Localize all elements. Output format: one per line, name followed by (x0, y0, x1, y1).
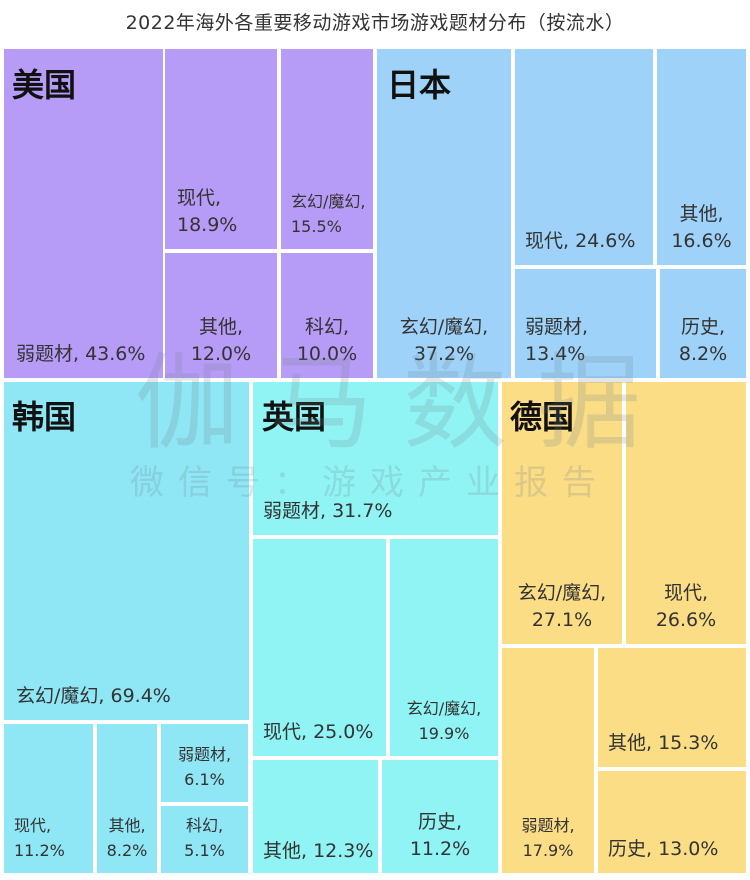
cell-label: 玄幻/魔幻, 69.4% (16, 685, 171, 707)
cell-category: 现代, (14, 816, 52, 835)
cell-category: 科幻, (185, 816, 224, 835)
cell-category: 弱题材, (521, 816, 575, 835)
country-label: 德国 (510, 398, 575, 436)
cell-label: 弱题材, 13.4% (525, 314, 588, 368)
treemap-cell: 科幻, 10.0% (279, 251, 375, 380)
treemap-cell: 现代, 26.6% (624, 380, 748, 646)
cell-label: 弱题材, 17.9% (502, 813, 594, 863)
country-label: 美国 (12, 66, 77, 104)
cell-percent: 18.9% (177, 214, 238, 236)
cell-label: 玄幻/魔幻, 19.9% (390, 696, 498, 746)
treemap-cell: 现代, 25.0% (251, 537, 388, 758)
cell-category: 其他, (108, 816, 146, 835)
cell-label: 现代, 26.6% (626, 580, 746, 634)
treemap-cell: 现代, 11.2% (2, 722, 95, 875)
cell-label: 玄幻/魔幻, 15.5% (291, 189, 365, 239)
country-label: 日本 (387, 66, 452, 104)
country-label: 韩国 (12, 398, 77, 436)
cell-category: 弱题材, (177, 745, 232, 764)
cell-percent: 11.2% (409, 838, 471, 860)
cell-percent: 10.0% (296, 343, 358, 365)
cell-category: 玄幻/魔幻, (291, 192, 366, 211)
treemap-cell: 玄幻/魔幻, 19.9% (388, 537, 500, 758)
cell-percent: 16.6% (671, 230, 732, 252)
cell-label: 科幻, 10.0% (281, 314, 373, 368)
cell-label: 科幻, 5.1% (161, 813, 248, 863)
cell-label: 现代, 18.9% (177, 185, 237, 239)
treemap-cell: 其他, 12.0% (163, 251, 279, 380)
cell-percent: 26.6% (655, 609, 717, 631)
cell-category: 科幻, (304, 316, 350, 338)
treemap-cell: 玄幻/魔幻, 15.5% (279, 47, 375, 251)
country-label: 英国 (262, 398, 327, 436)
cell-category: 历史, (417, 811, 463, 833)
treemap-cell: 历史, 8.2% (658, 267, 748, 380)
cell-label: 其他, 8.2% (97, 813, 157, 863)
treemap-cell: 其他, 15.3% (596, 646, 748, 769)
cell-label: 其他, 16.6% (657, 201, 746, 255)
cell-label: 其他, 12.3% (263, 840, 374, 862)
chart-title: 2022年海外各重要移动游戏市场游戏题材分布（按流水） (125, 12, 625, 34)
cell-percent: 13.4% (525, 343, 586, 365)
cell-label: 玄幻/魔幻, 37.2% (377, 314, 511, 368)
treemap-cell: 其他, 8.2% (95, 722, 159, 875)
cell-label: 弱题材, 31.7% (263, 500, 393, 522)
treemap-cell: 弱题材, 43.6% (2, 47, 165, 380)
cell-label: 弱题材, 43.6% (16, 343, 146, 365)
treemap-cell: 现代, 18.9% (163, 47, 279, 251)
cell-label: 其他, 15.3% (608, 732, 719, 754)
cell-label: 历史, 8.2% (660, 314, 746, 368)
cell-percent: 8.2% (106, 841, 148, 860)
cell-label: 历史, 13.0% (608, 838, 719, 860)
cell-label: 现代, 11.2% (14, 813, 65, 863)
treemap-cell: 弱题材, 6.1% (159, 722, 250, 804)
cell-percent: 11.2% (14, 841, 65, 860)
treemap-cell: 玄幻/魔幻, 69.4% (2, 380, 251, 722)
cell-category: 玄幻/魔幻, (406, 699, 482, 718)
cell-percent: 27.1% (531, 609, 593, 631)
cell-category: 弱题材, (525, 316, 589, 338)
treemap-cell: 历史, 13.0% (596, 769, 748, 875)
cell-percent: 37.2% (413, 343, 475, 365)
cell-category: 其他, (679, 203, 724, 225)
cell-category: 现代, (663, 582, 709, 604)
cell-label: 现代, 24.6% (525, 230, 636, 252)
treemap-cell: 弱题材, 13.4% (513, 267, 658, 380)
treemap-cell: 历史, 11.2% (380, 758, 500, 875)
cell-percent: 6.1% (184, 770, 225, 789)
cell-percent: 15.5% (291, 217, 342, 236)
cell-percent: 8.2% (678, 343, 728, 365)
cell-percent: 17.9% (522, 841, 574, 860)
cell-label: 弱题材, 6.1% (161, 742, 248, 792)
cell-label: 现代, 25.0% (263, 721, 374, 743)
cell-label: 历史, 11.2% (382, 809, 498, 863)
treemap-cell: 玄幻/魔幻, 27.1% (500, 380, 624, 646)
cell-category: 其他, (198, 316, 244, 338)
cell-percent: 5.1% (184, 841, 225, 860)
treemap-cell: 其他, 12.3% (251, 758, 380, 875)
cell-label: 其他, 12.0% (165, 314, 277, 368)
treemap-cell: 玄幻/魔幻, 37.2% (375, 47, 513, 380)
cell-category: 玄幻/魔幻, (399, 316, 489, 338)
treemap-cell: 科幻, 5.1% (159, 804, 250, 875)
cell-category: 玄幻/魔幻, (517, 582, 607, 604)
treemap-cell: 弱题材, 31.7% (251, 380, 500, 537)
cell-percent: 12.0% (190, 343, 252, 365)
treemap-cell: 其他, 16.6% (655, 47, 748, 267)
cell-label: 玄幻/魔幻, 27.1% (502, 580, 622, 634)
treemap-cell: 弱题材, 17.9% (500, 646, 596, 875)
cell-percent: 19.9% (418, 724, 470, 743)
cell-category: 现代, (177, 187, 222, 209)
cell-category: 历史, (680, 316, 726, 338)
treemap-cell: 现代, 24.6% (513, 47, 655, 267)
